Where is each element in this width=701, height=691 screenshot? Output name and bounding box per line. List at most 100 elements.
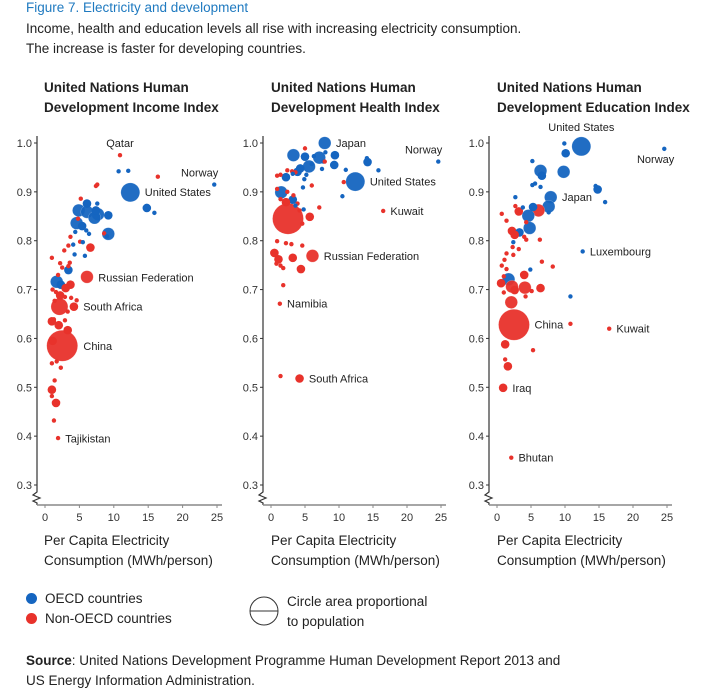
annotation-qatar: Qatar xyxy=(106,138,134,150)
data-point xyxy=(52,298,57,304)
data-point xyxy=(511,252,516,258)
x-tick-label: 15 xyxy=(593,512,605,524)
data-point xyxy=(53,289,59,295)
data-point xyxy=(152,210,157,216)
data-point xyxy=(322,159,327,164)
data-point xyxy=(539,259,545,264)
y-tick-label: 0.6 xyxy=(243,333,258,345)
data-point-tajikistan xyxy=(55,435,61,441)
annotation-japan: Japan xyxy=(562,192,592,204)
data-point xyxy=(62,248,67,253)
data-point xyxy=(557,165,571,179)
data-point xyxy=(274,186,280,192)
annotation-china: China xyxy=(83,341,113,353)
data-point xyxy=(524,219,529,225)
data-point xyxy=(514,207,524,216)
x-tick-label: 10 xyxy=(333,512,345,524)
data-point xyxy=(530,347,536,353)
data-point-bhutan xyxy=(509,455,514,460)
data-point xyxy=(510,244,515,250)
data-point xyxy=(537,171,547,181)
x-axis-label-health: Per Capita Electricity Consumption (MWh/… xyxy=(271,531,440,571)
data-point xyxy=(496,278,506,288)
legend-item-non-oecd: Non-OECD countries xyxy=(26,611,172,626)
x-tick-label: 0 xyxy=(42,512,48,524)
data-point xyxy=(501,274,506,279)
data-point xyxy=(272,202,304,235)
y-tick-label: 0.7 xyxy=(17,285,32,297)
x-tick-label: 25 xyxy=(211,512,223,524)
data-point xyxy=(296,264,306,274)
data-point xyxy=(530,158,535,164)
data-point xyxy=(305,212,315,222)
data-point xyxy=(300,221,305,226)
figure-subtitle: Income, health and education levels all … xyxy=(26,19,521,59)
x-tick-label: 5 xyxy=(302,512,308,524)
data-point xyxy=(504,295,518,309)
legend-item-oecd: OECD countries xyxy=(26,591,143,606)
figure-title: Figure 7. Electricity and development xyxy=(26,0,249,15)
x-axis-label-line-2: Consumption (MWh/person) xyxy=(271,553,440,568)
y-tick-label: 0.5 xyxy=(469,382,484,394)
chart-title-line-2: Development Income Index xyxy=(44,100,219,115)
y-tick-label: 0.7 xyxy=(243,285,258,297)
data-point xyxy=(502,257,507,262)
data-point xyxy=(340,194,345,199)
data-point-japan xyxy=(318,136,332,150)
source-note: Source: United Nations Development Progr… xyxy=(26,651,560,691)
y-tick-label: 0.8 xyxy=(469,236,484,248)
data-point xyxy=(330,150,340,160)
data-point xyxy=(80,239,86,245)
data-point xyxy=(58,365,64,370)
x-axis-label-education: Per Capita Electricity Consumption (MWh/… xyxy=(497,531,666,571)
x-tick-label: 10 xyxy=(559,512,571,524)
data-point xyxy=(68,295,74,301)
data-point xyxy=(311,153,317,159)
annotation-south-africa: South Africa xyxy=(309,373,369,385)
data-point xyxy=(63,325,73,335)
data-point xyxy=(504,218,509,223)
scatter-plots: 0.3 0.4 0.5 0.6 0.7 0.8 0.9 1.0 0 5 10 15 20 25 Qatar N… xyxy=(17,122,675,524)
data-point-kuwait xyxy=(381,208,386,214)
data-point xyxy=(54,359,59,364)
data-point xyxy=(86,231,92,237)
data-point-united-states xyxy=(345,171,366,192)
y-tick-label: 0.5 xyxy=(17,382,32,394)
y-tick-label: 0.4 xyxy=(469,431,484,443)
annotation-bhutan: Bhutan xyxy=(518,453,553,465)
data-point xyxy=(523,221,537,235)
chart-title-line-2: Development Education Index xyxy=(497,100,690,115)
data-point-russian-federation xyxy=(80,270,94,284)
chart-title-income: United Nations Human Development Income … xyxy=(44,78,219,118)
data-point xyxy=(62,318,68,323)
data-point xyxy=(48,336,57,346)
data-point xyxy=(281,172,291,182)
data-point xyxy=(309,161,314,167)
y-tick-label: 0.3 xyxy=(17,480,32,492)
data-point xyxy=(95,201,100,206)
size-legend-line-2: to population xyxy=(287,614,365,629)
data-point xyxy=(74,298,79,303)
data-point xyxy=(510,285,519,295)
data-point xyxy=(281,282,286,288)
data-point xyxy=(73,229,78,235)
data-point xyxy=(274,173,280,178)
annotation-south-africa: South Africa xyxy=(83,302,143,314)
data-point xyxy=(283,240,289,246)
data-point xyxy=(51,317,57,322)
x-tick-label: 5 xyxy=(528,512,534,524)
legend-label-non-oecd: Non-OECD countries xyxy=(45,611,172,626)
data-point xyxy=(528,202,538,212)
annotation-namibia: Namibia xyxy=(287,299,328,311)
chart-title-education: United Nations Human Development Educati… xyxy=(497,78,690,118)
x-axis-label-line-2: Consumption (MWh/person) xyxy=(44,553,213,568)
y-tick-label: 0.4 xyxy=(17,431,32,443)
data-point xyxy=(101,231,107,236)
data-point xyxy=(72,252,77,257)
data-point xyxy=(104,234,110,239)
data-point xyxy=(504,266,509,272)
source-line-1: Source: United Nations Development Progr… xyxy=(26,651,560,671)
data-point xyxy=(75,216,81,221)
source-line-2: US Energy Information Administration. xyxy=(26,673,255,688)
data-point xyxy=(363,157,372,167)
